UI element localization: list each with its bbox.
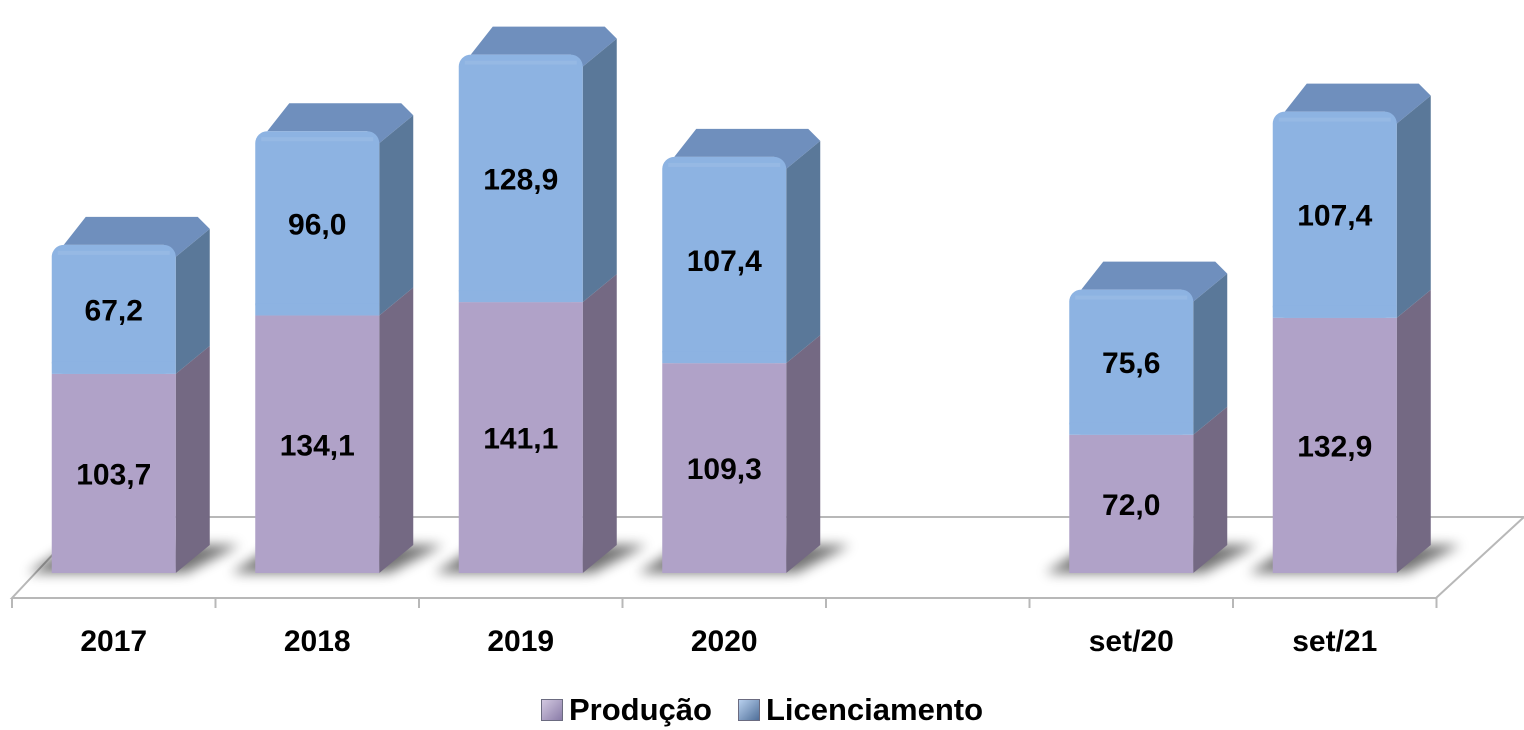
bar-producao xyxy=(1069,434,1194,573)
bar-side-licenciamento xyxy=(582,38,617,303)
category-label: 2020 xyxy=(691,625,758,658)
bar-side-producao xyxy=(582,274,617,573)
legend-label-licenciamento: Licenciamento xyxy=(765,692,984,727)
bar-licenciamento xyxy=(458,54,583,303)
category-label: 2019 xyxy=(487,625,554,658)
bar-licenciamento-joint xyxy=(51,361,176,374)
bar-top-licenciamento xyxy=(63,216,210,257)
bar-producao xyxy=(662,363,787,573)
legend-item-licenciamento: Licenciamento xyxy=(737,692,984,728)
legend-label-producao: Produção xyxy=(568,692,712,727)
bar-licenciamento-joint xyxy=(662,351,787,364)
bar-highlight xyxy=(57,250,170,255)
value-label-producao: 72,0 xyxy=(1102,489,1160,522)
bar-licenciamento-joint xyxy=(1272,305,1397,318)
value-label-licenciamento: 67,2 xyxy=(85,294,143,327)
bar-side-producao xyxy=(175,345,210,573)
bar-side-producao xyxy=(1396,289,1431,573)
bars xyxy=(51,26,1431,573)
value-label-producao: 134,1 xyxy=(280,429,355,462)
bar-top-licenciamento xyxy=(1081,261,1228,302)
bar-producao xyxy=(458,302,583,573)
bar-licenciamento xyxy=(255,131,380,316)
bar-licenciamento-joint xyxy=(255,303,380,316)
bar-side-licenciamento xyxy=(1396,95,1431,318)
bar-highlight xyxy=(1075,295,1188,300)
value-label-producao: 141,1 xyxy=(483,423,558,456)
bar-side-producao xyxy=(786,335,821,573)
bar-highlight xyxy=(668,162,781,167)
bar-top-licenciamento xyxy=(267,103,414,144)
category-label: set/20 xyxy=(1089,625,1174,658)
value-label-licenciamento: 107,4 xyxy=(1297,200,1372,233)
bar-side-licenciamento xyxy=(175,228,210,374)
bar-producao xyxy=(255,315,380,573)
legend-swatch-licenciamento xyxy=(737,699,760,721)
legend: Produção Licenciamento xyxy=(0,690,1524,730)
bar-top-licenciamento xyxy=(1284,83,1431,124)
bar-side-producao xyxy=(1193,406,1228,573)
bar-licenciamento xyxy=(1069,289,1194,435)
bar-top-licenciamento xyxy=(674,128,821,169)
bar-producao xyxy=(1272,317,1397,573)
bar-highlight xyxy=(1278,117,1391,122)
bar-side-licenciamento xyxy=(1193,273,1228,435)
value-label-producao: 103,7 xyxy=(76,458,151,491)
value-labels: 103,7 67,2 134,1 96,0 141,1 128,9 109,3 107,4 72… xyxy=(76,163,1372,522)
bar-licenciamento xyxy=(1272,111,1397,318)
category-label: 2017 xyxy=(80,625,147,658)
value-label-licenciamento: 128,9 xyxy=(483,163,558,196)
bar-top-licenciamento xyxy=(470,26,617,67)
value-label-licenciamento: 107,4 xyxy=(687,245,762,278)
bar-highlight xyxy=(261,137,374,142)
bar-side-producao xyxy=(379,287,414,573)
value-label-producao: 132,9 xyxy=(1297,430,1372,463)
category-labels: 2017 2018 2019 2020 set/20 set/21 xyxy=(80,625,1377,658)
legend-swatch-producao xyxy=(540,699,563,721)
bar-highlight xyxy=(464,60,577,65)
bar-licenciamento-joint xyxy=(458,290,583,303)
bar-producao xyxy=(51,373,176,573)
bar-licenciamento xyxy=(662,156,787,364)
value-label-producao: 109,3 xyxy=(687,453,762,486)
bar-side-licenciamento xyxy=(379,115,414,316)
legend-item-producao: Produção xyxy=(540,692,712,728)
category-label: set/21 xyxy=(1292,625,1377,658)
category-label: 2018 xyxy=(284,625,351,658)
bar-side-licenciamento xyxy=(786,140,821,364)
value-label-licenciamento: 96,0 xyxy=(288,208,346,241)
bar-licenciamento xyxy=(51,244,176,374)
value-label-licenciamento: 75,6 xyxy=(1102,347,1160,380)
bar-licenciamento-joint xyxy=(1069,422,1194,435)
